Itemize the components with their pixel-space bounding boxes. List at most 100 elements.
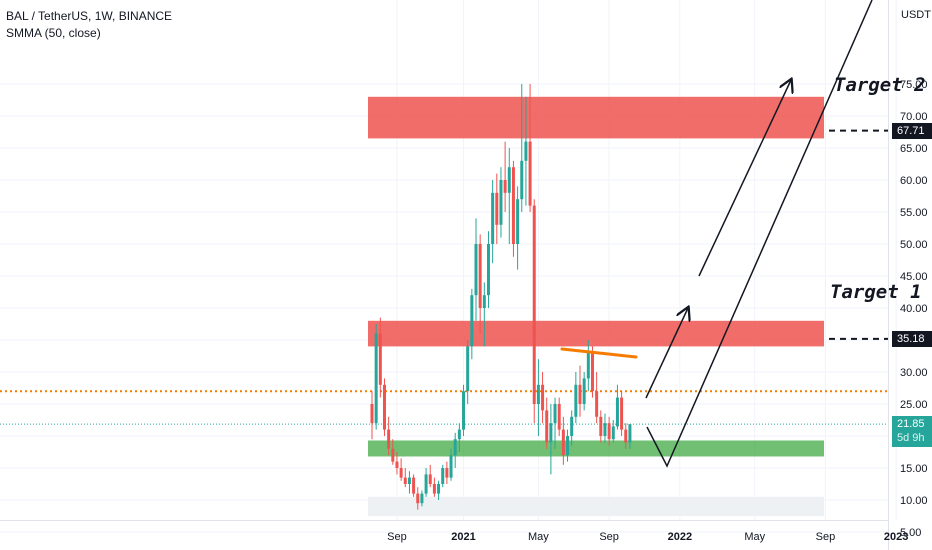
time-axis: Sep 2021 May Sep 2022 May Sep 2023 — [387, 531, 908, 543]
candle-body — [437, 484, 441, 494]
candle-body — [520, 160, 524, 200]
price-tick-label: 45.00 — [900, 271, 928, 283]
candles — [370, 84, 632, 510]
time-tick-label: 2021 — [451, 531, 475, 543]
price-tick-label: 5.00 — [900, 527, 921, 539]
candle-body — [399, 468, 403, 478]
chart-legend: BAL / TetherUS, 1W, BINANCE SMMA (50, cl… — [6, 8, 172, 42]
candle-body — [407, 477, 411, 484]
candle-body — [536, 384, 540, 404]
candle-body — [561, 429, 565, 456]
candle-body — [453, 439, 457, 456]
candle-body — [628, 424, 632, 443]
price-tick-label: 65.00 — [900, 143, 928, 155]
candle-body — [370, 404, 374, 424]
candle-body — [395, 461, 399, 468]
price-tick-label: 60.00 — [900, 175, 928, 187]
candle-body — [462, 391, 466, 430]
candle-body — [378, 333, 382, 385]
candle-body — [524, 141, 528, 161]
candle-body — [503, 180, 507, 193]
price-tick-label: 25.00 — [900, 399, 928, 411]
candle-body — [432, 484, 436, 494]
candle-body — [466, 346, 470, 392]
candle-body — [470, 295, 474, 347]
last-price-badge: 21.85 5d 9h — [892, 416, 932, 448]
arrow-to-target-1 — [645, 308, 688, 399]
candle-body — [391, 448, 395, 462]
target-2-annotation: Target 2 — [834, 74, 926, 96]
candle-body — [578, 384, 582, 404]
candle-body — [516, 199, 520, 244]
price-zones — [368, 96, 824, 516]
candle-body — [595, 391, 599, 417]
candle-body — [374, 333, 378, 424]
candle-body — [445, 468, 449, 478]
candle-body — [549, 423, 553, 443]
price-axis: 5.0010.0015.0020.0025.0030.0035.0040.004… — [900, 79, 928, 539]
candle-body — [603, 423, 607, 436]
time-tick-label: Sep — [816, 531, 836, 543]
candle-body — [457, 429, 461, 440]
price-tick-label: 75.00 — [900, 79, 928, 91]
symbol-title[interactable]: BAL / TetherUS, 1W, BINANCE — [6, 9, 173, 23]
time-tick-label: May — [744, 531, 765, 543]
price-tick-label: 50.00 — [900, 239, 928, 251]
price-tick-label: 70.00 — [900, 111, 928, 123]
candle-body — [499, 180, 503, 225]
candle-body — [615, 397, 619, 427]
candle-body — [545, 410, 549, 443]
price-tick-label: 55.00 — [900, 207, 928, 219]
candle-body — [599, 416, 603, 436]
candle-body — [412, 477, 416, 494]
candle-body — [387, 429, 391, 449]
candle-body — [486, 244, 490, 296]
candle-body — [416, 493, 420, 504]
price-tick-label: 15.00 — [900, 463, 928, 475]
candle-body — [570, 416, 574, 436]
time-tick-label: 2022 — [668, 531, 692, 543]
price-tick-label: 40.00 — [900, 303, 928, 315]
trend-drawings — [560, 0, 888, 468]
candle-body — [586, 352, 590, 379]
price-tick-label: 10.00 — [900, 495, 928, 507]
time-tick-label: Sep — [599, 531, 619, 543]
candle-body — [428, 474, 432, 484]
target-1-price-badge: 35.18 — [892, 330, 932, 347]
smma-line — [0, 390, 888, 425]
candle-body — [507, 167, 511, 193]
smma-trend-segment — [560, 347, 638, 359]
candle-body — [482, 295, 486, 308]
candle-body — [611, 426, 615, 440]
candle-body — [582, 378, 586, 404]
zone-resistance — [368, 96, 824, 139]
zone-support — [368, 440, 824, 457]
time-tick-label: Sep — [387, 531, 407, 543]
candle-body — [553, 404, 557, 424]
price-tick-label: 30.00 — [900, 367, 928, 379]
candle-body — [511, 167, 515, 244]
candle-body — [441, 468, 445, 484]
zone-resistance — [368, 320, 824, 347]
candle-body — [607, 423, 611, 440]
candle-body — [382, 384, 386, 430]
candle-body — [474, 244, 478, 296]
projected-path — [646, 0, 873, 468]
candle-body — [574, 384, 578, 417]
target-2-price-badge: 67.71 — [892, 122, 932, 139]
candle-body — [495, 192, 499, 225]
currency-unit-label[interactable]: USDT — [901, 9, 931, 21]
candle-body — [528, 141, 532, 206]
candle-body — [590, 352, 594, 392]
bar-countdown: 5d 9h — [897, 432, 925, 445]
candle-body — [566, 436, 570, 456]
arrow-to-target-2 — [698, 80, 791, 277]
indicator-label[interactable]: SMMA (50, close) — [6, 26, 101, 40]
candle-body — [478, 244, 482, 308]
candle-body — [541, 384, 545, 411]
candle-body — [557, 404, 561, 430]
candle-body — [420, 493, 424, 504]
candle-body — [403, 477, 407, 484]
time-tick-label: 2023 — [884, 531, 908, 543]
